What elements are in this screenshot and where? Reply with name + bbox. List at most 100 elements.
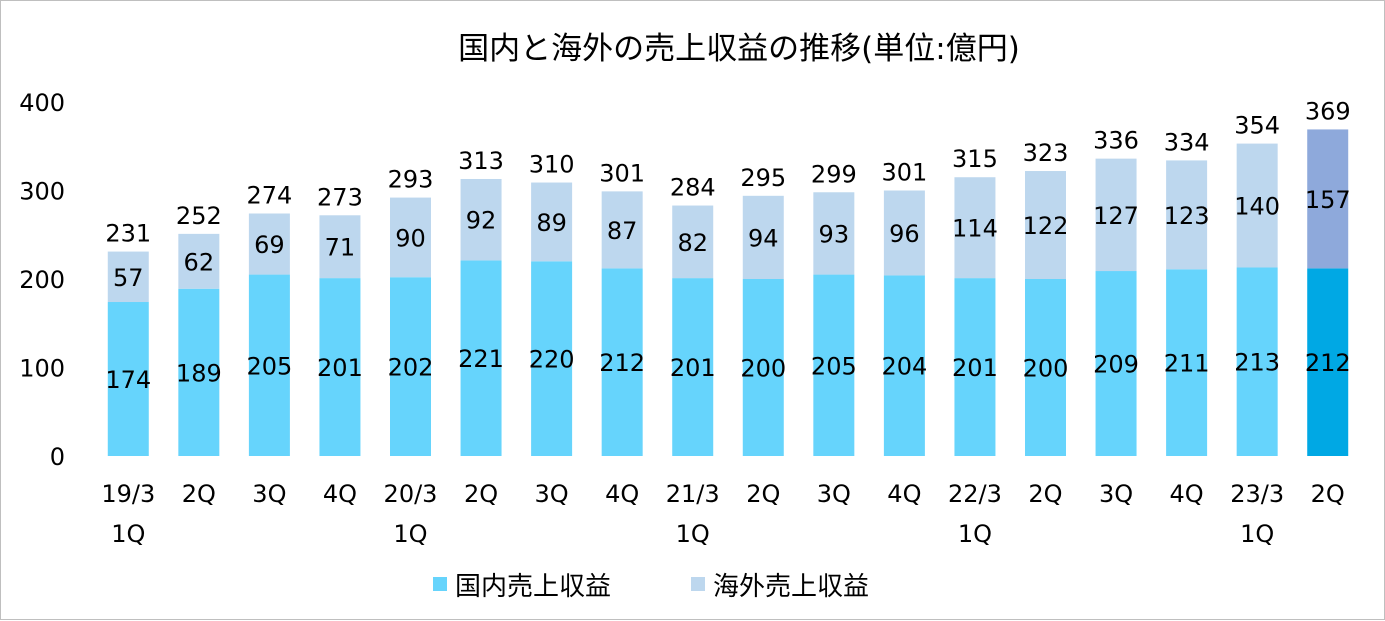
label-total: 323 [1023,139,1069,167]
x-tick-label: 20/3 [384,480,438,508]
legend-swatch [691,577,705,591]
label-overseas: 90 [395,224,426,252]
x-tick-label: 2Q [464,480,498,508]
x-tick-sublabel: 1Q [676,520,710,548]
x-tick-label: 19/3 [101,480,155,508]
x-tick-label: 3Q [535,480,569,508]
y-tick-label: 400 [19,89,65,117]
label-domestic: 200 [1023,355,1069,383]
x-tick-sublabel: 1Q [393,520,427,548]
bar-domestic [1025,279,1066,456]
label-total: 231 [105,220,151,248]
bar-domestic [390,277,431,456]
legend-label: 国内売上収益 [455,572,611,602]
bar-domestic [742,279,784,456]
bar-domestic [460,260,502,456]
label-overseas: 94 [748,224,779,252]
y-tick-label: 100 [19,355,65,383]
x-tick-label: 23/3 [1230,480,1284,508]
label-domestic: 213 [1234,349,1280,377]
label-total: 310 [529,151,575,179]
bar-overseas [319,215,361,279]
label-domestic: 212 [599,349,645,377]
x-tick-label: 2Q [1311,480,1345,508]
bar-overseas [107,251,149,303]
label-total: 354 [1234,112,1280,140]
y-tick-label: 0 [50,443,65,471]
x-tick-label: 4Q [605,480,639,508]
label-overseas: 122 [1023,212,1069,240]
bar-overseas [178,233,220,289]
label-total: 336 [1093,127,1139,155]
x-tick-label: 3Q [1099,480,1133,508]
bar-domestic [248,274,290,456]
y-axis: 0 100 200 300 400 [19,89,65,471]
bar-overseas [1166,160,1208,270]
label-overseas: 157 [1305,186,1351,214]
bar-overseas [883,190,925,276]
label-total: 252 [176,202,222,230]
bar-domestic [319,278,361,456]
bars [107,129,1349,456]
label-overseas: 114 [952,215,998,243]
legend-label: 海外売上収益 [713,572,869,602]
x-tick-label: 2Q [746,480,780,508]
label-domestic: 205 [811,352,857,380]
label-overseas: 127 [1093,202,1139,230]
bar-domestic [531,261,573,456]
bar-overseas [954,177,996,279]
label-total: 313 [458,147,504,175]
label-overseas: 89 [536,209,567,237]
x-axis: 19/3 1Q 2Q 3Q 4Q 20/3 1Q 2Q 3Q 4Q 21/3 1Q 2Q 3Q 4Q 22/3… [101,480,1344,548]
bar-overseas [248,213,290,275]
label-overseas: 92 [466,207,497,235]
x-tick-label: 21/3 [666,480,720,508]
bar-overseas [390,197,431,278]
label-total: 295 [740,164,786,192]
label-total: 315 [952,145,998,173]
bar-domestic [178,288,220,456]
label-overseas: 93 [819,220,850,248]
x-tick-sublabel: 1Q [1240,520,1274,548]
x-tick-sublabel: 1Q [111,520,145,548]
bar-domestic [1166,269,1208,456]
bar-overseas [742,195,784,279]
bar-domestic [813,274,855,456]
label-overseas: 62 [184,248,215,276]
label-domestic: 201 [952,354,998,382]
bar-overseas [1025,171,1066,279]
bar-overseas [1236,143,1278,268]
label-domestic: 201 [670,354,716,382]
label-total: 293 [388,166,434,194]
label-domestic: 204 [881,353,927,381]
x-tick-label: 4Q [1170,480,1204,508]
label-overseas: 123 [1164,202,1210,230]
x-tick-label: 3Q [817,480,851,508]
bar-overseas [1307,129,1349,269]
label-domestic: 211 [1164,350,1210,378]
label-domestic: 189 [176,359,222,387]
bar-overseas [1095,158,1137,272]
x-tick-label: 3Q [252,480,286,508]
x-tick-label: 22/3 [948,480,1002,508]
label-overseas: 96 [889,220,920,248]
label-domestic: 201 [317,354,363,382]
bar-overseas [460,178,502,261]
label-overseas: 71 [325,234,356,262]
bar-domestic [954,278,996,456]
y-tick-label: 300 [19,178,65,206]
y-tick-label: 200 [19,266,65,294]
data-labels: 174 57 231 189 62 252 205 69 274 201 71 273 202 90 293… [105,97,1350,394]
bar-overseas [672,205,714,279]
legend-swatch [433,577,447,591]
label-total: 284 [670,174,716,202]
legend: 国内売上収益 海外売上収益 [433,572,869,602]
chart-title: 国内と海外の売上収益の推移(単位:億円) [458,31,1020,67]
label-total: 334 [1164,128,1210,156]
label-domestic: 221 [458,345,504,373]
label-total: 301 [881,159,927,187]
x-tick-label: 4Q [323,480,357,508]
label-domestic: 205 [246,352,292,380]
bar-domestic [1095,271,1137,456]
